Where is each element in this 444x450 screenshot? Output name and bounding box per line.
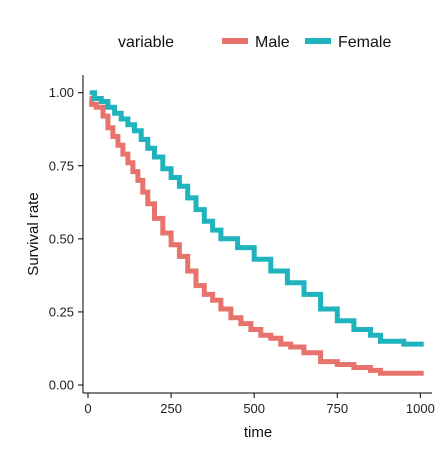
y-tick-label: 0.75 [49, 158, 74, 173]
x-tick-label: 750 [326, 401, 348, 416]
y-tick-label: 0.00 [49, 378, 74, 393]
x-tick-label: 500 [243, 401, 265, 416]
y-axis-title: Survival rate [25, 192, 42, 275]
x-tick-label: 0 [84, 401, 91, 416]
x-axis-ticks: 0 250 500 750 1000 [84, 393, 435, 416]
series-line-female [89, 90, 424, 347]
legend-label-female: Female [338, 34, 391, 51]
y-axis-ticks: 0.00 0.25 0.50 0.75 1.00 [49, 85, 83, 393]
series-layer [89, 90, 424, 376]
x-axis-title: time [244, 424, 272, 441]
x-tick-label: 1000 [406, 401, 435, 416]
legend-title: variable [118, 34, 174, 51]
x-tick-label: 250 [160, 401, 182, 416]
series-line-male [89, 96, 424, 376]
y-tick-label: 0.50 [49, 231, 74, 246]
y-tick-label: 1.00 [49, 85, 74, 100]
y-tick-label: 0.25 [49, 304, 74, 319]
legend-label-male: Male [255, 34, 290, 51]
legend: variable Male Female [118, 34, 391, 51]
